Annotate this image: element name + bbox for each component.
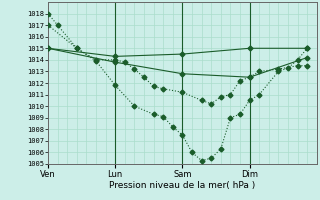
X-axis label: Pression niveau de la mer( hPa ): Pression niveau de la mer( hPa ) bbox=[109, 181, 256, 190]
